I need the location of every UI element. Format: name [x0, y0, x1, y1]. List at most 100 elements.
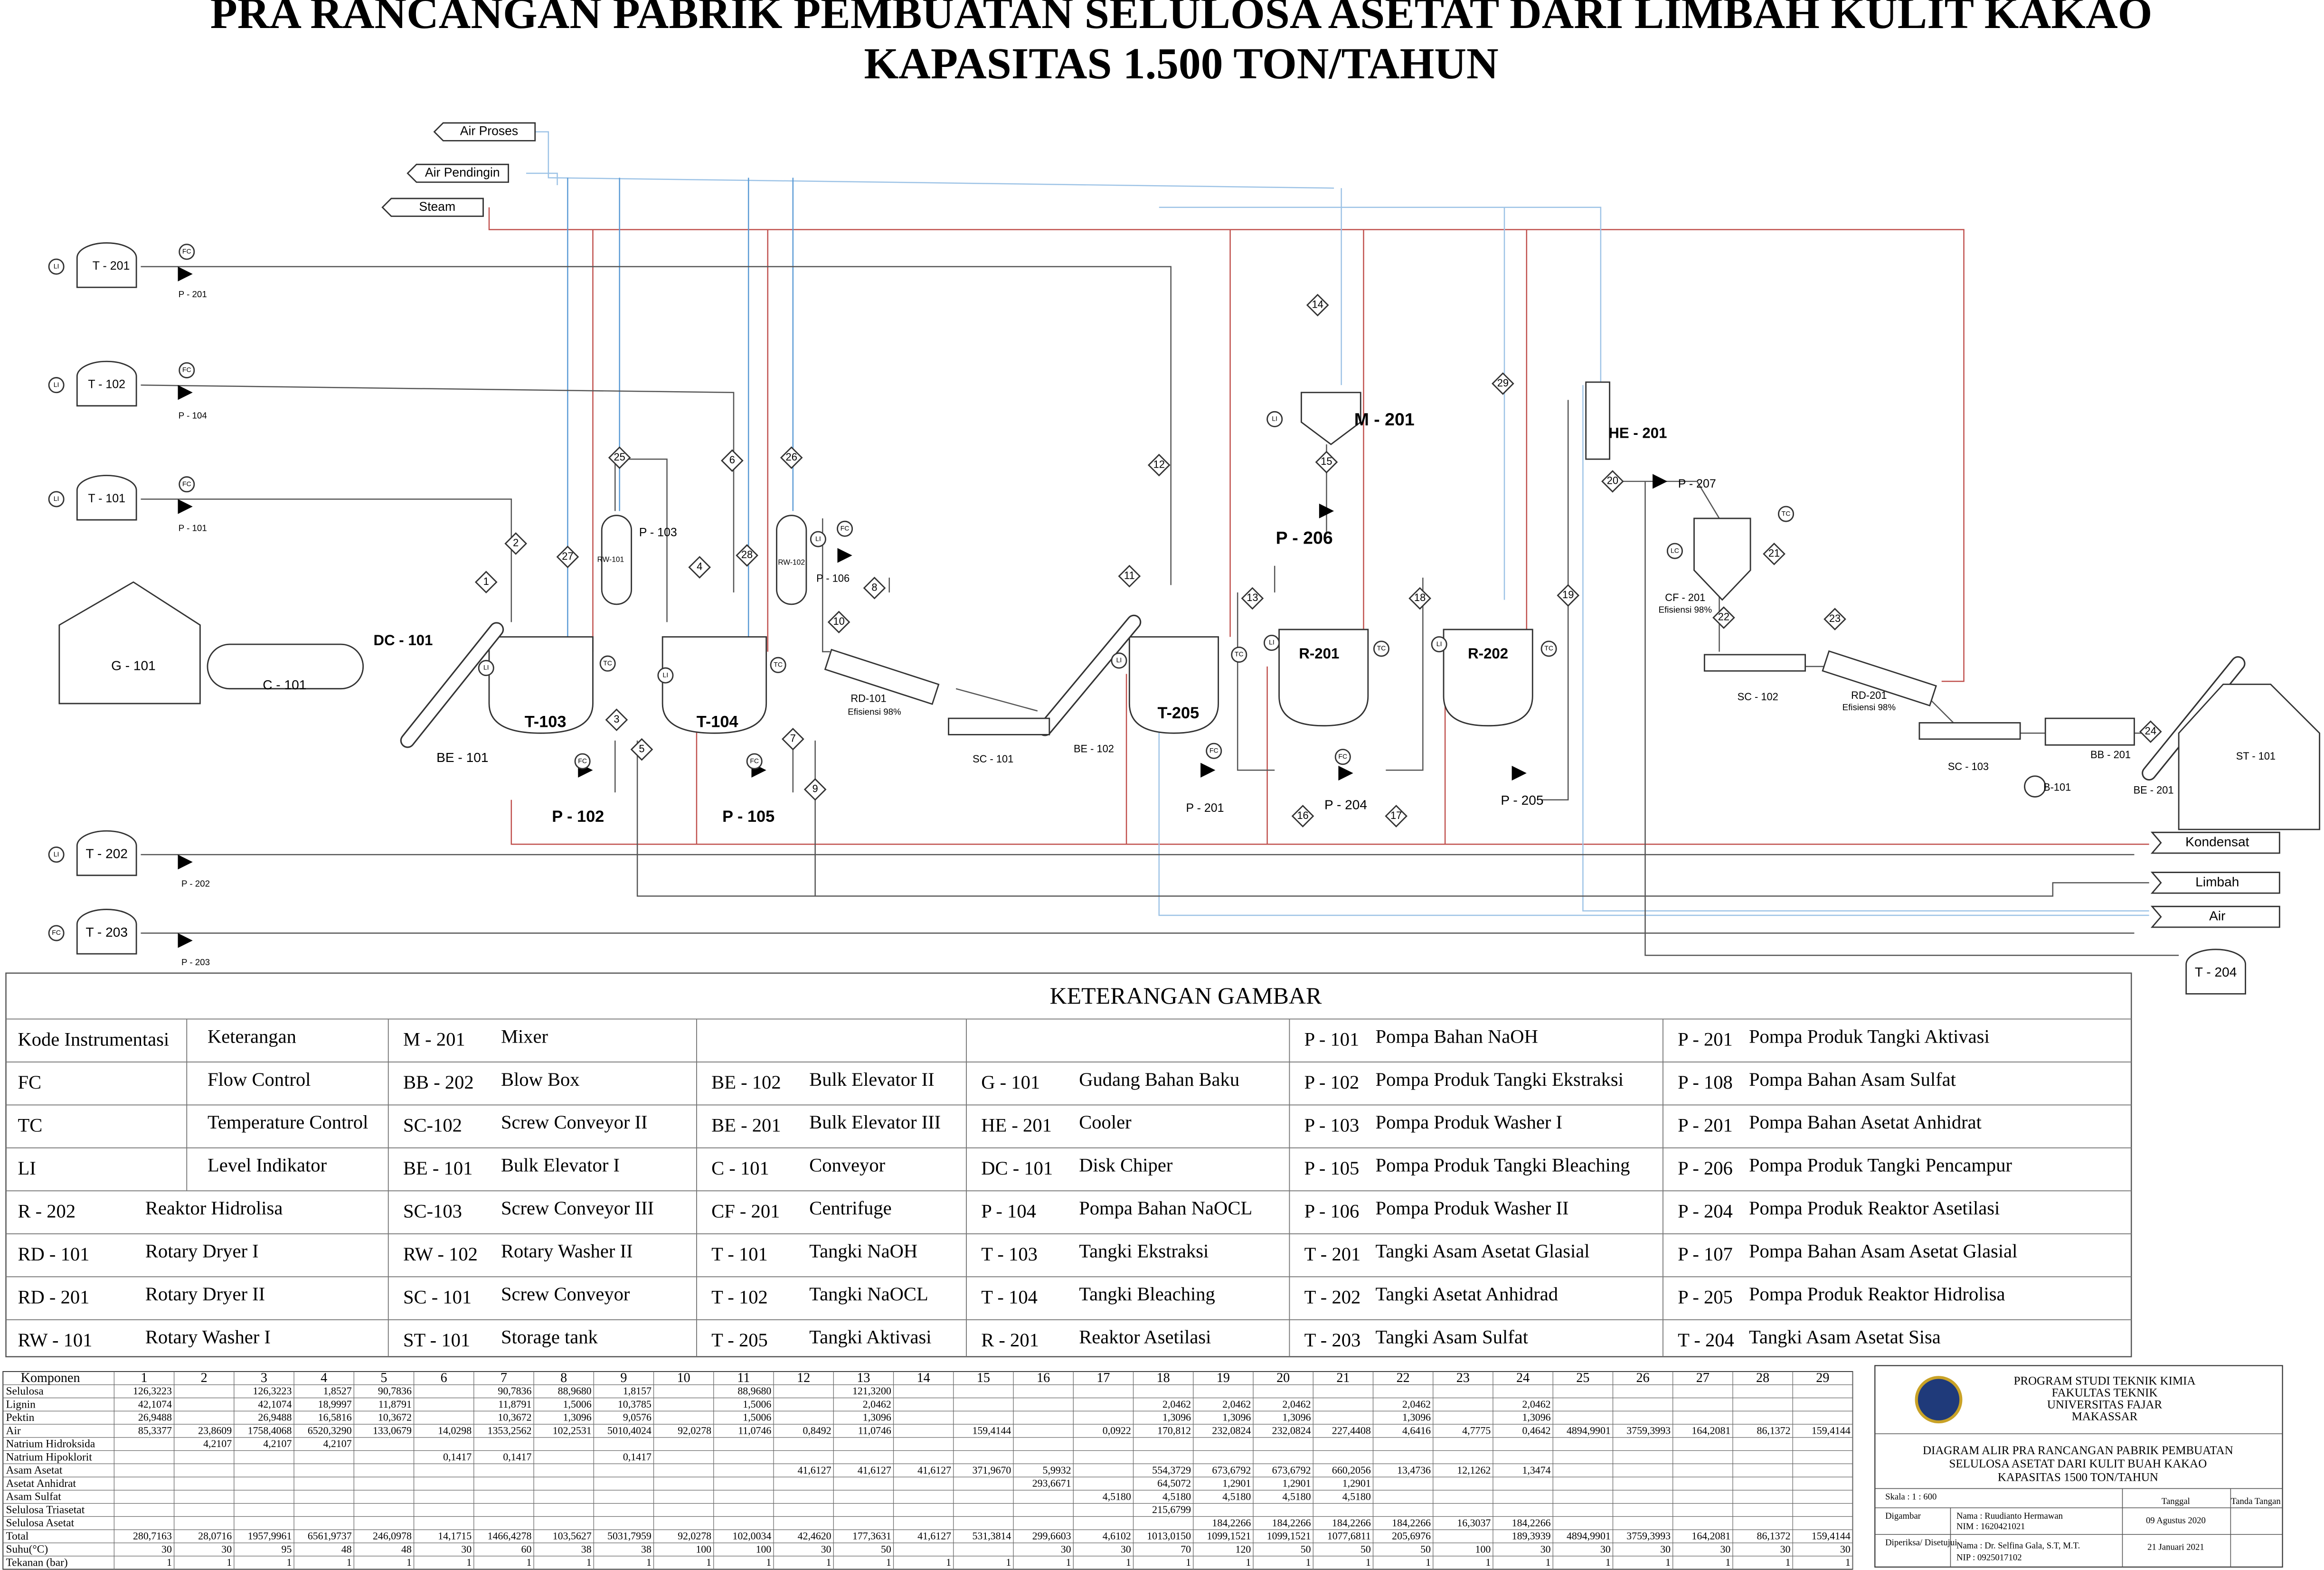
equipment-label: P - 203	[181, 957, 210, 967]
legend-code: FC	[18, 1072, 41, 1093]
pump	[837, 548, 852, 563]
institution-line: UNIVERSITAS FAJAR	[2047, 1398, 2163, 1411]
stream-diamond	[1601, 470, 1624, 493]
stream-value: 126,3223	[253, 1385, 292, 1397]
stream-number: 28	[741, 549, 753, 561]
stream-component: Selulosa Asetat	[6, 1517, 74, 1529]
legend-code: SC - 101	[403, 1286, 472, 1307]
stream-value: 4,2107	[203, 1438, 232, 1449]
pipe	[488, 207, 1965, 682]
stream-diamond	[1147, 453, 1171, 477]
stream-component: Pektin	[6, 1411, 34, 1424]
instrument-tag: LC	[1671, 546, 1679, 554]
stream-value: 121,3200	[852, 1385, 891, 1397]
instrument-bubble	[1231, 646, 1247, 663]
stream-value: 159,4144	[1812, 1531, 1851, 1542]
stream-component: Asam Asetat	[6, 1464, 62, 1476]
institution-line: MAKASSAR	[2072, 1410, 2138, 1423]
stream-number: 5	[639, 743, 644, 754]
stream-value: 4,5180	[1103, 1491, 1131, 1502]
stream-diamond	[781, 727, 804, 751]
equipment-label: Efisiensi 98%	[1842, 702, 1896, 712]
pump	[178, 499, 193, 514]
pipe	[1386, 577, 1424, 771]
stream-value: 92,0278	[678, 1425, 711, 1436]
title-frame	[1874, 1365, 2283, 1568]
stream-value: 1	[1126, 1557, 1131, 1568]
instrument-bubble	[48, 377, 65, 394]
legend-code: BE - 201	[711, 1114, 781, 1136]
stream-number: 1	[483, 575, 489, 587]
stream-value: 1	[1186, 1557, 1191, 1568]
equipment-label: P - 202	[181, 878, 210, 888]
warehouse	[58, 581, 201, 705]
stream-value: 1,3096	[563, 1412, 592, 1423]
stream-value: 30	[1121, 1543, 1131, 1555]
stream-header: 26	[1636, 1371, 1650, 1385]
stream-value: 42,1074	[258, 1399, 292, 1410]
stream-value: 1,2901	[1342, 1478, 1371, 1489]
stream-value: 184,2266	[1512, 1517, 1551, 1529]
legend-desc: Pompa Produk Tangki Ekstraksi	[1375, 1069, 1624, 1090]
equipment-label: CF - 201	[1665, 592, 1705, 603]
legend-title: KETERANGAN GAMBAR	[1050, 983, 1322, 1009]
equipment-label: T - 204	[2195, 965, 2237, 979]
stream-header: 14	[917, 1371, 930, 1385]
legend-desc: Pompa Produk Reaktor Hidrolisa	[1749, 1283, 2005, 1305]
screw-conveyor	[1703, 654, 1806, 672]
belt-conveyor	[207, 643, 364, 690]
stream-value: 92,0278	[678, 1531, 711, 1542]
stream-component: Total	[6, 1530, 28, 1542]
stream-value: 41,6127	[798, 1465, 831, 1476]
stream-header: 29	[1816, 1371, 1829, 1385]
stream-diamond	[1763, 542, 1786, 565]
stream-value: 531,3814	[972, 1531, 1011, 1542]
instrument-bubble	[1206, 743, 1222, 759]
legend-code: P - 106	[1304, 1200, 1360, 1222]
stream-value: 30	[1840, 1543, 1851, 1555]
pipe	[533, 131, 1334, 189]
utility-label: Limbah	[2195, 874, 2239, 889]
stream-header: 10	[677, 1371, 690, 1385]
small-tank	[76, 475, 137, 521]
legend-desc: Gudang Bahan Baku	[1079, 1069, 1239, 1090]
equipment-label: T-104	[697, 713, 738, 731]
legend-code: T - 104	[981, 1286, 1038, 1307]
stream-value: 1	[227, 1557, 232, 1568]
legend-code: G - 101	[981, 1072, 1040, 1093]
stream-component: Asam Sulfat	[6, 1491, 61, 1503]
stream-header: 15	[977, 1371, 990, 1385]
legend-desc: Screw Conveyor	[501, 1283, 630, 1305]
legend-code: M - 201	[403, 1029, 465, 1050]
stream-diamond	[1315, 451, 1338, 474]
stream-value: 90,7836	[378, 1385, 412, 1397]
stream-value: 88,9680	[558, 1385, 592, 1397]
equipment-label: BE - 201	[2134, 784, 2174, 796]
legend-desc: Disk Chiper	[1079, 1155, 1173, 1176]
stream-value: 11,8791	[378, 1399, 412, 1410]
stream-value: 1	[1246, 1557, 1251, 1568]
stream-diamond	[2139, 720, 2162, 743]
stream-value: 1,3096	[1522, 1412, 1551, 1423]
legend-desc: Pompa Bahan Asam Asetat Glasial	[1749, 1241, 2017, 1262]
stream-header: 1	[141, 1371, 147, 1385]
legend-desc: Pompa Bahan NaOH	[1375, 1025, 1538, 1047]
institution-line: PROGRAM STUDI TEKNIK KIMIA	[2014, 1375, 2196, 1388]
stream-value: 159,4144	[972, 1425, 1011, 1436]
rotary-dryer	[824, 649, 940, 705]
stream-value: 2,0462	[1522, 1399, 1551, 1410]
stream-value: 6561,9737	[308, 1531, 352, 1542]
title-block-field: Diperiksa/ Disetujui	[1885, 1538, 1957, 1548]
stream-value: 1	[1725, 1557, 1730, 1568]
stream-value: 232,0824	[1212, 1425, 1251, 1436]
stream-value: 1099,1521	[1207, 1531, 1251, 1542]
instrument-tag: FC	[750, 757, 759, 764]
centrifuge	[1693, 517, 1751, 601]
stream-value: 1,3096	[1162, 1412, 1191, 1423]
utility-tag	[2150, 831, 2280, 854]
stream-diamond	[1385, 805, 1408, 827]
pipe	[1158, 651, 2149, 916]
stream-value: 1	[167, 1557, 172, 1568]
